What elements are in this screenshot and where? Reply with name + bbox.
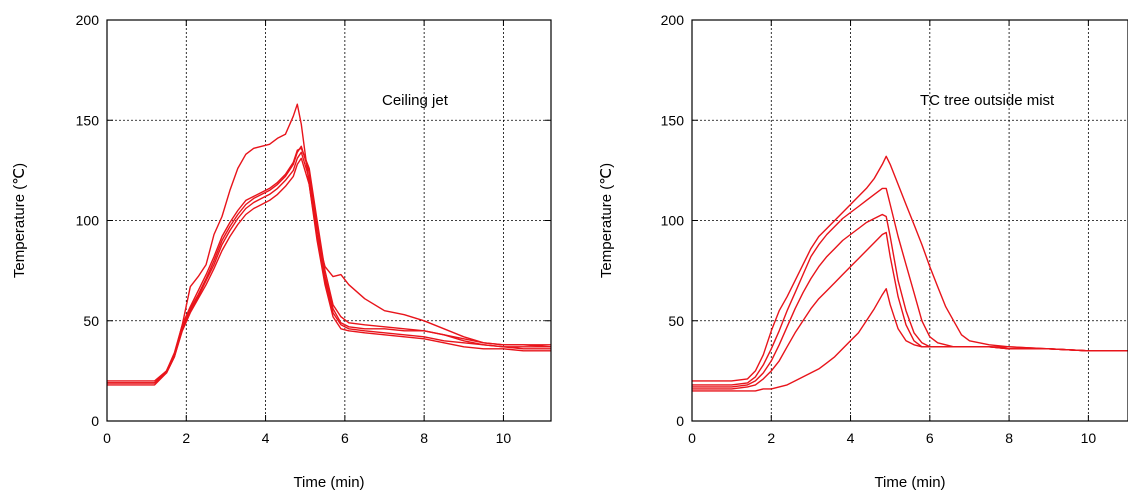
x-tick-label: 8 (1005, 430, 1013, 446)
y-tick-label: 200 (661, 12, 685, 28)
x-tick-label: 6 (926, 430, 934, 446)
x-tick-label: 0 (103, 430, 111, 446)
x-tick-label: 10 (496, 430, 512, 446)
series-line-3 (107, 151, 551, 384)
x-tick-label: 2 (767, 430, 775, 446)
chart-annotation: TC tree outside mist (920, 92, 1055, 109)
x-tick-label: 4 (262, 430, 270, 446)
y-tick-label: 50 (668, 313, 684, 329)
series-line-4 (107, 157, 551, 386)
y-tick-label: 150 (661, 112, 685, 128)
y-tick-label: 200 (76, 12, 100, 28)
series-line-1 (107, 103, 551, 382)
x-tick-label: 2 (182, 430, 190, 446)
y-tick-label: 50 (83, 313, 99, 329)
series-line-2 (107, 145, 552, 384)
x-tick-label: 4 (847, 430, 855, 446)
chart-annotation: Ceiling jet (382, 92, 449, 109)
x-tick-label: 10 (1081, 430, 1097, 446)
y-tick-label: 100 (661, 213, 685, 229)
series-line-2 (692, 187, 1128, 386)
x-tick-label: 8 (420, 430, 428, 446)
y-axis-label: Temperature (℃) (11, 163, 28, 278)
series-line-5 (692, 288, 1128, 392)
y-tick-label: 100 (76, 213, 100, 229)
series-line-5 (107, 147, 551, 384)
x-tick-label: 0 (688, 430, 696, 446)
y-tick-label: 0 (91, 413, 99, 429)
y-axis-label: Temperature (℃) (598, 163, 615, 278)
series-line-1 (692, 155, 1128, 382)
y-tick-label: 0 (676, 413, 684, 429)
x-axis-label: Time (min) (874, 474, 945, 491)
y-tick-label: 150 (76, 112, 100, 128)
x-axis-label: Time (min) (293, 474, 364, 491)
series-line-3 (692, 213, 1128, 388)
x-tick-label: 6 (341, 430, 349, 446)
